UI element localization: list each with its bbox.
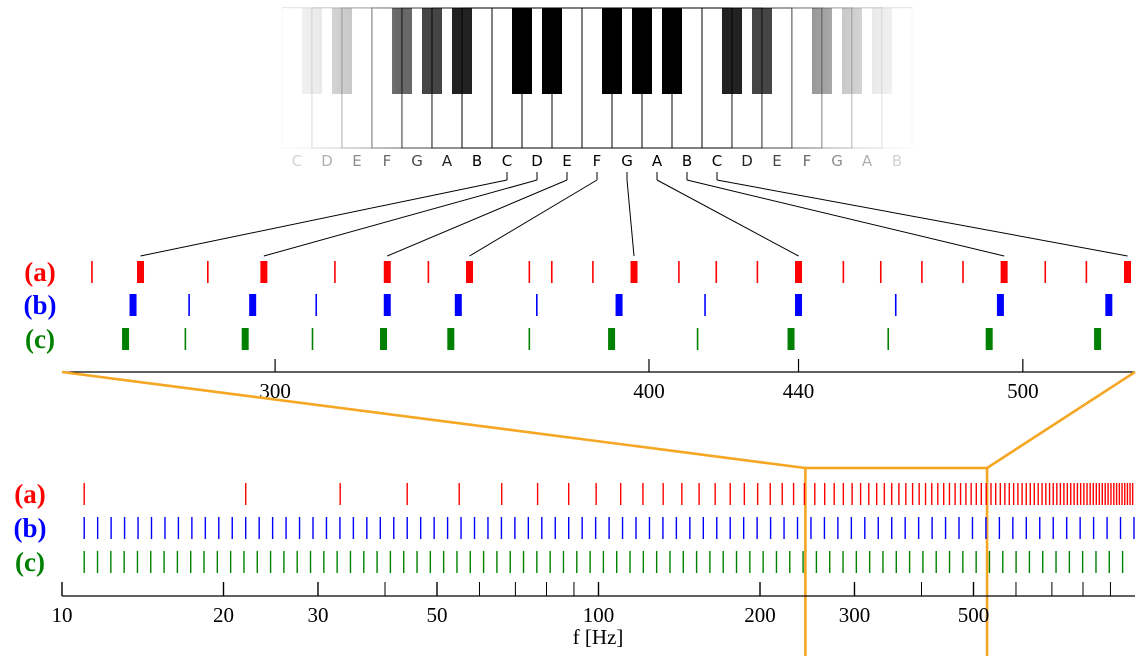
major-mark-a	[383, 261, 391, 283]
row-label-a: (a)	[14, 479, 45, 509]
note-label-A: A	[442, 152, 453, 170]
zoom-indicator	[61, 370, 1136, 656]
row-label-c: (c)	[15, 547, 45, 577]
note-label-E: E	[562, 152, 571, 170]
major-mark-a	[466, 261, 474, 283]
connector-line	[686, 179, 1005, 257]
major-mark-c	[985, 328, 993, 350]
note-label-F: F	[383, 152, 392, 170]
note-label-B: B	[682, 152, 692, 170]
row-label-c: (c)	[25, 324, 55, 354]
tick-label: 100	[583, 603, 615, 627]
tick-label: 500	[1007, 379, 1039, 403]
black-key	[452, 8, 472, 94]
major-mark-b	[249, 294, 257, 316]
note-label-C: C	[502, 152, 512, 170]
tick-label: 500	[958, 603, 990, 627]
major-mark-a	[137, 261, 145, 283]
note-label-D: D	[531, 152, 543, 170]
black-key	[632, 8, 652, 94]
major-mark-b	[454, 294, 462, 316]
note-connector-lines	[140, 172, 1128, 257]
connector-line	[626, 179, 635, 257]
major-mark-c	[608, 328, 616, 350]
major-mark-a	[1000, 261, 1008, 283]
note-label-E: E	[352, 152, 361, 170]
major-mark-b	[795, 294, 803, 316]
connector-line	[140, 179, 508, 257]
major-mark-c	[787, 328, 795, 350]
note-label-A: A	[862, 152, 873, 170]
note-label-C: C	[712, 152, 722, 170]
black-key	[602, 8, 622, 94]
tick-label: 400	[633, 379, 665, 403]
major-mark-a	[630, 261, 638, 283]
row-label-b: (b)	[14, 513, 47, 543]
major-mark-a	[795, 261, 803, 283]
tick-label: 200	[744, 603, 776, 627]
tick-label: 50	[426, 603, 447, 627]
black-key	[752, 8, 772, 94]
row-label-a: (a)	[24, 257, 55, 287]
full-log-view: (a) (b) (c)	[14, 479, 1135, 577]
connector-line	[716, 179, 1128, 257]
row-label-b: (b)	[24, 290, 57, 320]
major-mark-b	[996, 294, 1004, 316]
note-label-D: D	[321, 152, 333, 170]
note-label-C: C	[292, 152, 302, 170]
zoom-box	[804, 466, 989, 656]
note-label-A: A	[652, 152, 663, 170]
zoomed-linear-view: (a)(b) (c)	[24, 257, 1132, 354]
major-mark-b	[1105, 294, 1113, 316]
major-mark-c	[380, 328, 388, 350]
tick-label: 30	[307, 603, 328, 627]
connector-line	[387, 179, 568, 257]
major-mark-b	[383, 294, 391, 316]
note-label-G: G	[831, 152, 843, 170]
note-label-E: E	[772, 152, 781, 170]
note-label-B: B	[892, 152, 902, 170]
zoom-connector-left	[61, 370, 806, 470]
connector-line	[469, 179, 598, 257]
connector-line	[263, 179, 538, 257]
piano-keyboard	[278, 7, 916, 152]
x-axis-title: f [Hz]	[573, 625, 624, 649]
tick-label: 10	[52, 603, 73, 627]
major-mark-a	[1124, 261, 1132, 283]
major-mark-c	[447, 328, 455, 350]
tick-label: 20	[213, 603, 234, 627]
black-key	[422, 8, 442, 94]
black-key	[722, 8, 742, 94]
black-key	[542, 8, 562, 94]
note-label-F: F	[803, 152, 812, 170]
major-mark-b	[129, 294, 137, 316]
black-key	[512, 8, 532, 94]
zoomed-axis: 300 400 440 500	[62, 359, 1135, 403]
note-label-G: G	[621, 152, 633, 170]
major-mark-a	[260, 261, 268, 283]
note-label-G: G	[411, 152, 423, 170]
log-frequency-axis: 10 20 30 50 100 200 300 500	[52, 582, 1135, 627]
tick-label: 300	[839, 603, 871, 627]
black-key	[662, 8, 682, 94]
note-label-F: F	[593, 152, 602, 170]
fade-left	[278, 8, 398, 152]
note-label-B: B	[472, 152, 482, 170]
fade-right	[796, 8, 916, 152]
major-mark-b	[615, 294, 623, 316]
zoom-connector-right	[986, 370, 1136, 470]
major-mark-c	[1094, 328, 1102, 350]
note-label-D: D	[741, 152, 753, 170]
connector-line	[656, 179, 799, 257]
tick-label: 440	[783, 379, 815, 403]
major-mark-c	[122, 328, 130, 350]
major-mark-c	[241, 328, 249, 350]
